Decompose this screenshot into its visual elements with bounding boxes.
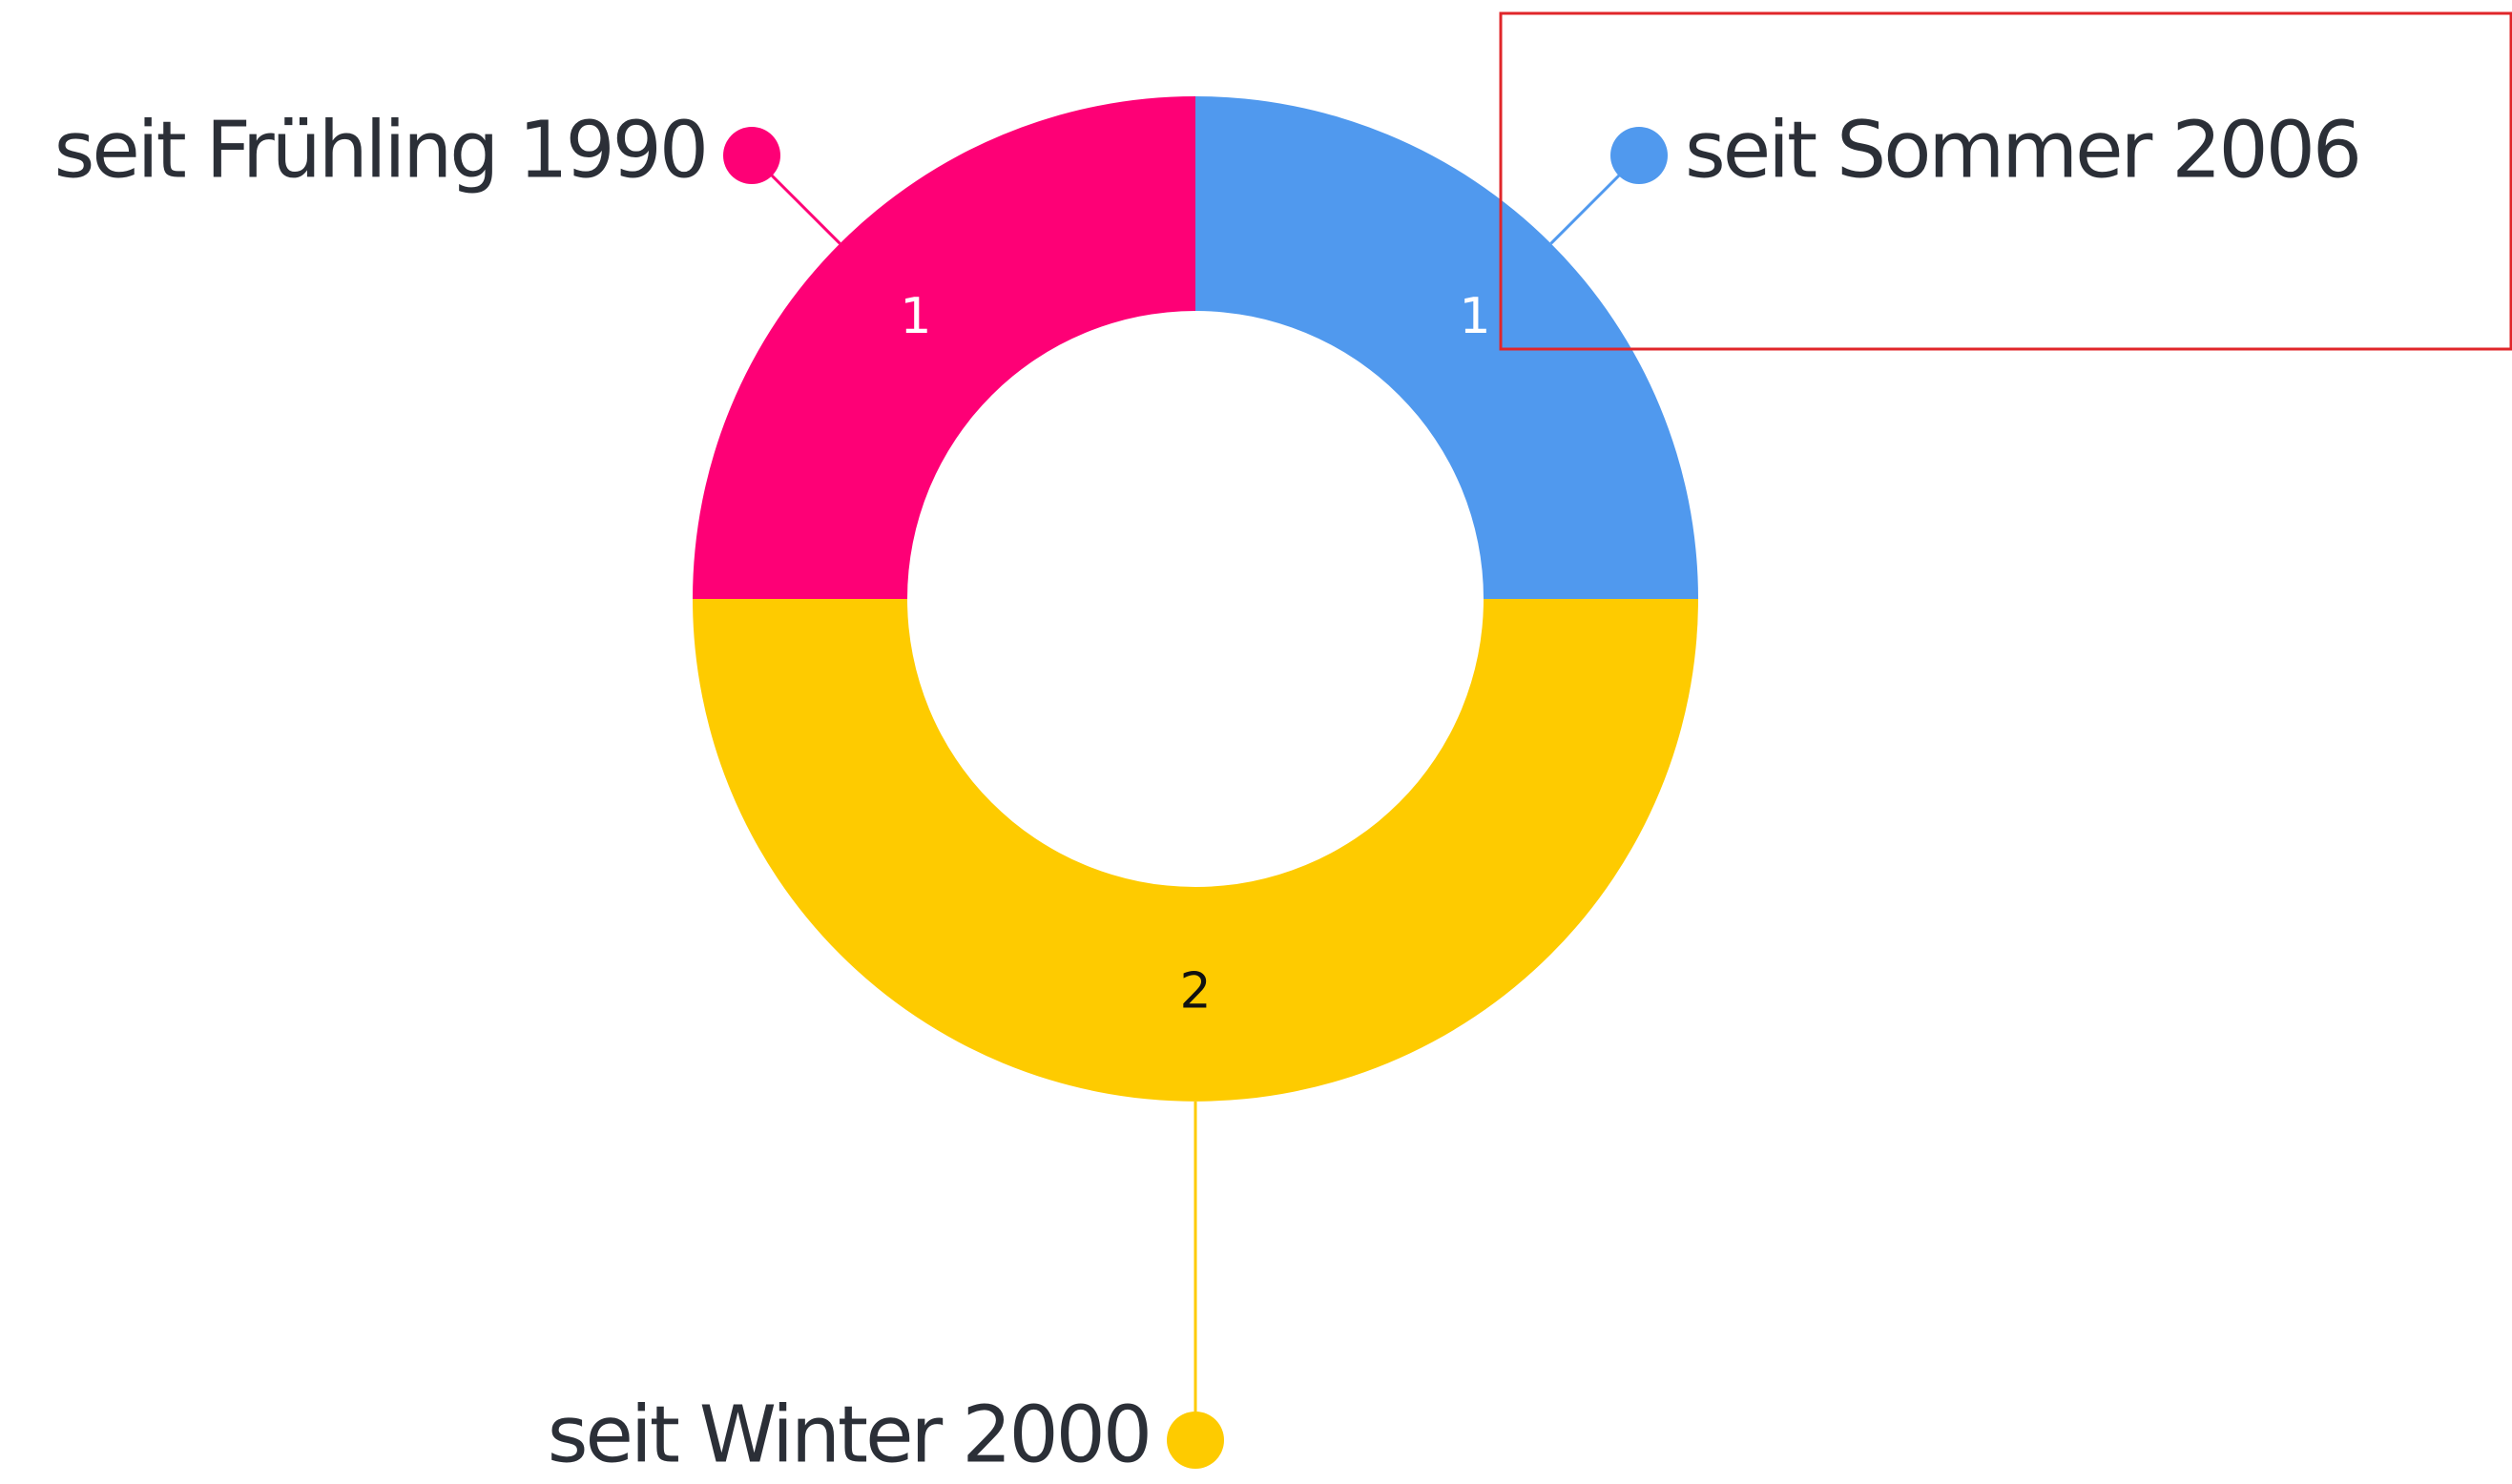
donut-segment bbox=[693, 599, 1698, 1102]
legend-dot bbox=[1167, 1412, 1224, 1469]
legend-dot bbox=[1610, 127, 1668, 184]
donut-segment bbox=[693, 96, 1195, 599]
donut-segment bbox=[1195, 96, 1698, 599]
legend-dot bbox=[723, 127, 780, 184]
value-label: 2 bbox=[1179, 963, 1211, 1020]
value-label: 1 bbox=[1460, 288, 1491, 345]
category-label: seit Frühling 1990 bbox=[54, 105, 706, 196]
highlight-box bbox=[1499, 11, 2512, 351]
category-label: seit Winter 2000 bbox=[548, 1390, 1150, 1480]
category-label: seit Sommer 2006 bbox=[1685, 105, 2359, 196]
value-label: 1 bbox=[900, 288, 931, 345]
